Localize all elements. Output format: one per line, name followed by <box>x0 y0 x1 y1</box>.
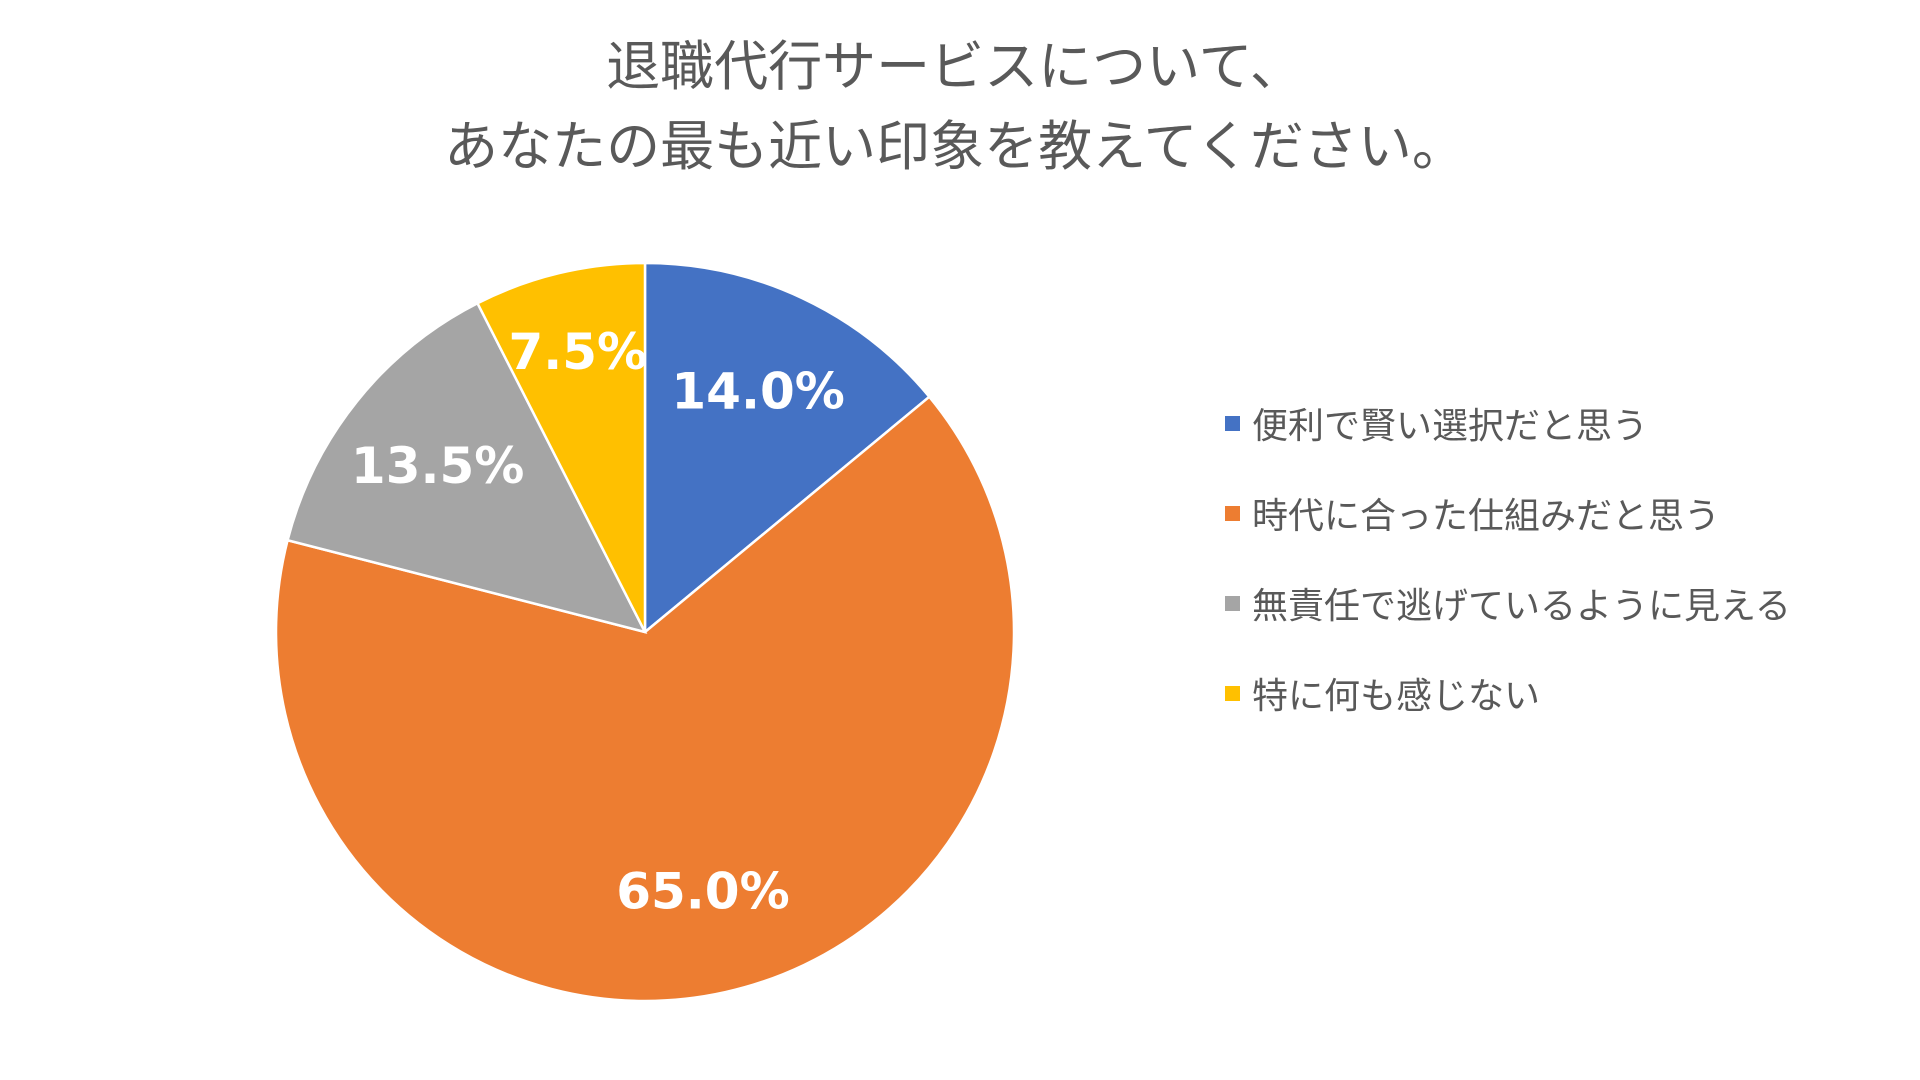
data-label-1: 65.0% <box>616 862 789 920</box>
chart-title-line-2: あなたの最も近い印象を教えてください。 <box>444 115 1466 178</box>
legend-swatch <box>1225 595 1240 611</box>
pie-slice-3 <box>475 261 647 633</box>
legend-swatch <box>1225 505 1240 521</box>
legend-item: 無責任で逃げているように見える <box>1225 558 1791 648</box>
data-label-0: 14.0% <box>671 363 844 421</box>
pie-slice-2 <box>286 301 648 634</box>
pie-slice-1 <box>274 395 1016 1003</box>
legend-swatch <box>1225 685 1240 701</box>
legend-label: 便利で賢い選択だと思う <box>1252 406 1649 447</box>
pie-slice-0 <box>643 261 932 635</box>
legend-label: 無責任で逃げているように見える <box>1252 586 1791 627</box>
legend: 便利で賢い選択だと思う時代に合った仕組みだと思う無責任で逃げているように見える特… <box>1225 378 1791 783</box>
legend-swatch <box>1225 415 1240 431</box>
legend-label: 時代に合った仕組みだと思う <box>1252 496 1721 537</box>
chart-title-line-1: 退職代行サービスについて、 <box>606 35 1304 98</box>
legend-item: 便利で賢い選択だと思う <box>1225 378 1791 468</box>
data-label-2: 13.5% <box>351 437 524 495</box>
legend-item: 特に何も感じない <box>1225 648 1791 738</box>
legend-item: 時代に合った仕組みだと思う <box>1225 468 1791 558</box>
data-label-3: 7.5% <box>508 323 647 381</box>
legend-label: 特に何も感じない <box>1252 676 1541 717</box>
